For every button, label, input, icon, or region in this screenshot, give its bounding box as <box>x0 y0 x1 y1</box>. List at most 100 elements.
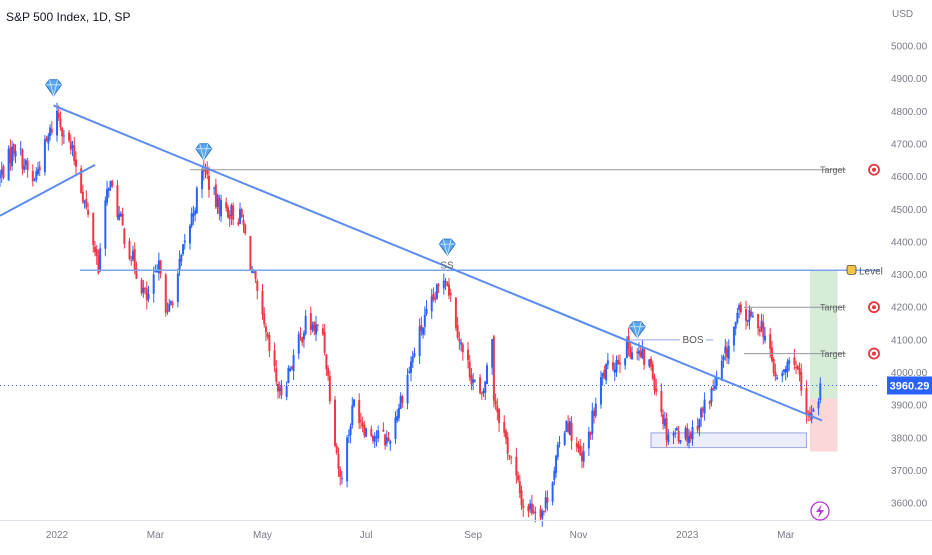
candle-body <box>389 441 392 444</box>
candle-body <box>639 351 642 357</box>
diamond-icon <box>438 238 456 256</box>
candle-body <box>35 171 38 180</box>
candle-body <box>449 293 452 295</box>
candle-body <box>603 369 606 379</box>
candle-body <box>700 408 703 418</box>
x-tick-label: Mar <box>147 530 165 541</box>
candle-body <box>541 511 544 519</box>
candle-body <box>80 168 83 194</box>
target-zone <box>809 270 838 399</box>
candle-body <box>736 312 739 323</box>
y-tick-label: 4800.00 <box>891 107 928 118</box>
y-tick-label: 5000.00 <box>891 42 928 53</box>
candle-body <box>434 297 437 300</box>
candle-body <box>159 260 162 274</box>
candle-body <box>546 497 549 503</box>
candle-body <box>494 400 497 405</box>
candle-body <box>50 128 53 133</box>
candle-body <box>240 209 243 218</box>
x-tick-label: Jul <box>360 530 373 541</box>
lock-icon <box>846 264 857 275</box>
symbol-title[interactable]: S&P 500 Index, 1D, SP <box>6 10 131 24</box>
candle-body <box>297 334 300 354</box>
candle-body <box>373 436 376 442</box>
candle-body <box>178 258 181 271</box>
candle-body <box>106 189 109 203</box>
candle-body <box>142 287 145 293</box>
candle-body <box>263 313 266 325</box>
candle-body <box>593 410 596 417</box>
candle-body <box>672 433 675 436</box>
candle-body <box>667 434 670 443</box>
candle-body <box>328 375 331 402</box>
candle-body <box>745 309 748 321</box>
candle-body <box>708 400 711 405</box>
candle-body <box>92 213 95 246</box>
candle-body <box>99 248 102 272</box>
candle-body <box>677 430 680 442</box>
candle-body <box>340 478 343 480</box>
candle-body <box>95 249 98 256</box>
candle-body <box>470 375 473 385</box>
candle-body <box>289 368 292 372</box>
candle-body <box>727 345 730 359</box>
candle-body <box>68 132 71 141</box>
candle-body <box>321 328 324 335</box>
candle-body <box>757 313 760 329</box>
candle-body <box>254 270 257 279</box>
candle-body <box>553 470 556 480</box>
y-tick-label: 3700.00 <box>891 466 928 477</box>
candle-body <box>62 135 65 137</box>
candle-body <box>617 360 620 364</box>
candle-body <box>506 437 509 454</box>
candle-body <box>144 287 147 289</box>
candle-body <box>665 417 668 441</box>
candle-body <box>769 334 772 349</box>
candle-body <box>346 437 349 482</box>
candle-body <box>764 335 767 341</box>
candle-body <box>641 348 644 359</box>
candle-body <box>425 308 428 315</box>
candle-body <box>38 166 41 171</box>
candle-body <box>601 372 604 377</box>
candle-body <box>266 333 269 337</box>
y-tick-label: 4100.00 <box>891 335 928 346</box>
candle-body <box>529 503 532 510</box>
candle-body <box>325 354 328 370</box>
candle-body <box>684 428 687 439</box>
candle-body <box>292 355 295 371</box>
candle-body <box>133 249 136 270</box>
last-price-badge <box>887 376 932 395</box>
candle-body <box>323 332 326 353</box>
candle-body <box>12 143 15 154</box>
candle-body <box>218 197 221 214</box>
candle-body <box>783 369 786 372</box>
candle-body <box>168 303 171 312</box>
candle-body <box>128 240 131 260</box>
candle-body <box>612 362 615 370</box>
candle-body <box>675 428 678 431</box>
candle-body <box>315 324 318 335</box>
candle-body <box>23 165 26 171</box>
candle-body <box>485 365 488 385</box>
bos-label-bg <box>680 331 706 346</box>
y-tick-label: 4400.00 <box>891 237 928 248</box>
candle-body <box>171 303 174 306</box>
candle-body <box>302 333 305 340</box>
candle-body <box>625 339 628 359</box>
candle-body <box>653 376 656 391</box>
y-tick-label: 4700.00 <box>891 139 928 150</box>
candle-body <box>290 367 293 369</box>
candle-body <box>637 350 640 354</box>
candle-body <box>805 388 808 415</box>
candle-body <box>358 400 361 423</box>
candle-body <box>594 403 597 416</box>
candle-body <box>577 444 580 449</box>
candle-body <box>49 127 52 136</box>
candle-body <box>544 497 547 509</box>
candle-body <box>152 274 155 294</box>
candle-body <box>575 443 578 448</box>
candle-body <box>157 260 160 273</box>
